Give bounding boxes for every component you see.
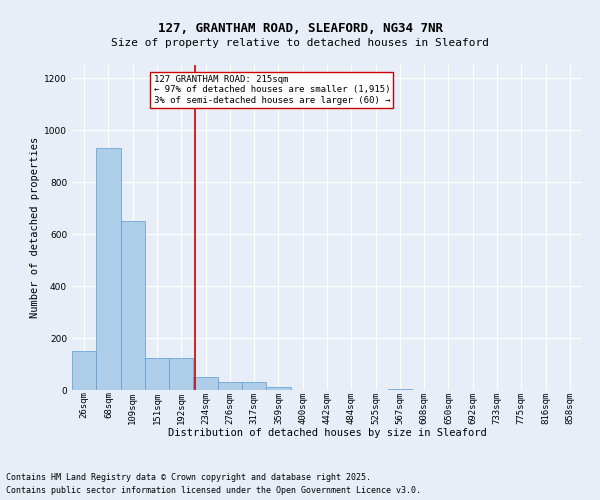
Bar: [218, 382, 242, 390]
Text: Size of property relative to detached houses in Sleaford: Size of property relative to detached ho…: [111, 38, 489, 48]
Text: 127, GRANTHAM ROAD, SLEAFORD, NG34 7NR: 127, GRANTHAM ROAD, SLEAFORD, NG34 7NR: [157, 22, 443, 36]
Text: 127 GRANTHAM ROAD: 215sqm
← 97% of detached houses are smaller (1,915)
3% of sem: 127 GRANTHAM ROAD: 215sqm ← 97% of detac…: [154, 74, 390, 104]
Bar: [193, 377, 218, 390]
Bar: [242, 382, 266, 390]
Bar: [266, 388, 290, 390]
X-axis label: Distribution of detached houses by size in Sleaford: Distribution of detached houses by size …: [167, 428, 487, 438]
Bar: [145, 358, 169, 390]
Bar: [96, 148, 121, 390]
Bar: [72, 351, 96, 390]
Y-axis label: Number of detached properties: Number of detached properties: [30, 137, 40, 318]
Bar: [121, 221, 145, 390]
Bar: [169, 358, 193, 390]
Bar: [388, 388, 412, 390]
Text: Contains HM Land Registry data © Crown copyright and database right 2025.: Contains HM Land Registry data © Crown c…: [6, 474, 371, 482]
Text: Contains public sector information licensed under the Open Government Licence v3: Contains public sector information licen…: [6, 486, 421, 495]
